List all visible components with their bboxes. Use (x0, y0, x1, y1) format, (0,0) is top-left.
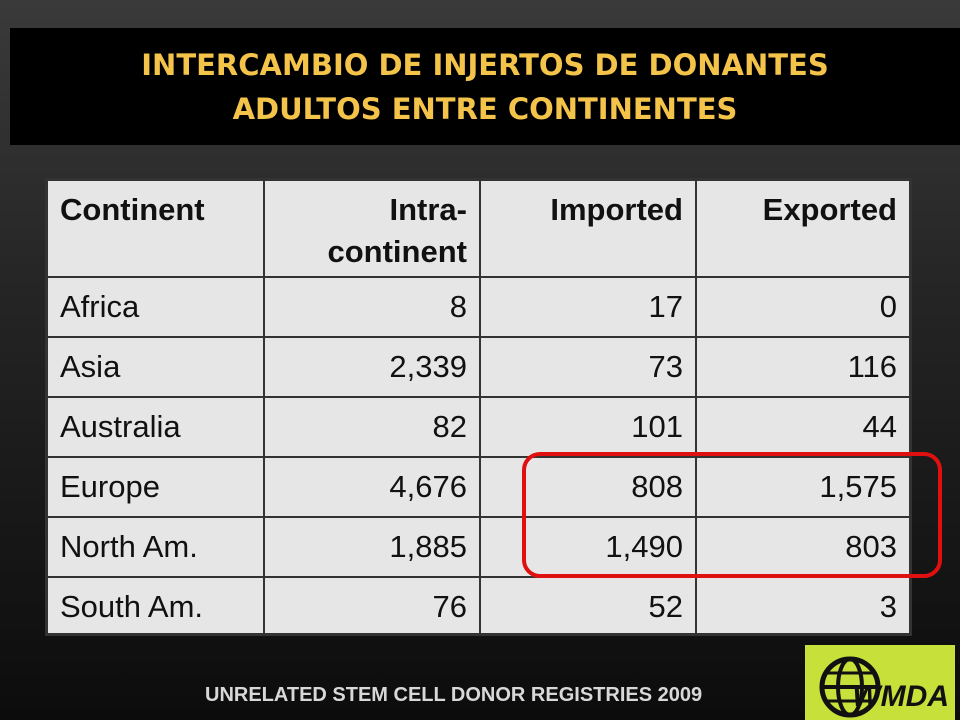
column-header: Continent (48, 181, 265, 278)
table-cell: 76 (265, 578, 481, 636)
title-line: ADULTOS ENTRE CONTINENTES (232, 91, 738, 126)
title-line: INTERCAMBIO DE INJERTOS DE DONANTES (141, 47, 829, 82)
table: Continent Intra- continent Imported Exporte… (45, 178, 912, 636)
table-cell: 52 (481, 578, 697, 636)
table-cell: 4,676 (265, 458, 481, 518)
row-label: Australia (48, 398, 265, 458)
row-label: Africa (48, 278, 265, 338)
highlight-ring (522, 452, 942, 578)
column-header: Imported (481, 181, 697, 278)
table-cell: 82 (265, 398, 481, 458)
table-cell: 101 (481, 398, 697, 458)
logo-text: WMDA (852, 680, 949, 713)
table-cell: 8 (265, 278, 481, 338)
table-cell: 1,885 (265, 518, 481, 578)
table-cell: 3 (879, 589, 897, 624)
table-cell: 0 (697, 278, 909, 338)
source: UNRELATED STEM CELL DONOR REGISTRIES 200… (205, 684, 703, 706)
logo: WMDA (805, 645, 955, 720)
table-cell: 2,339 (265, 338, 481, 398)
row-label: Asia (48, 338, 265, 398)
logo-globe (819, 656, 881, 718)
row-label: South Am. (48, 578, 265, 636)
table-cell: 116 (697, 338, 909, 398)
title: INTERCAMBIO DE INJERTOS DE DONANTES ADUL… (10, 28, 960, 145)
column-header: Intra- continent (265, 181, 481, 278)
table-cell: 808 (481, 458, 697, 518)
row-label: Europe (48, 458, 265, 518)
table-cell: 17 (481, 278, 697, 338)
table-cell: 73 (481, 338, 697, 398)
table-cell: 44 (697, 398, 909, 458)
row-label: North Am. (48, 518, 265, 578)
column-header: Exported (697, 181, 909, 278)
table-cell: 1,575 (697, 458, 909, 518)
